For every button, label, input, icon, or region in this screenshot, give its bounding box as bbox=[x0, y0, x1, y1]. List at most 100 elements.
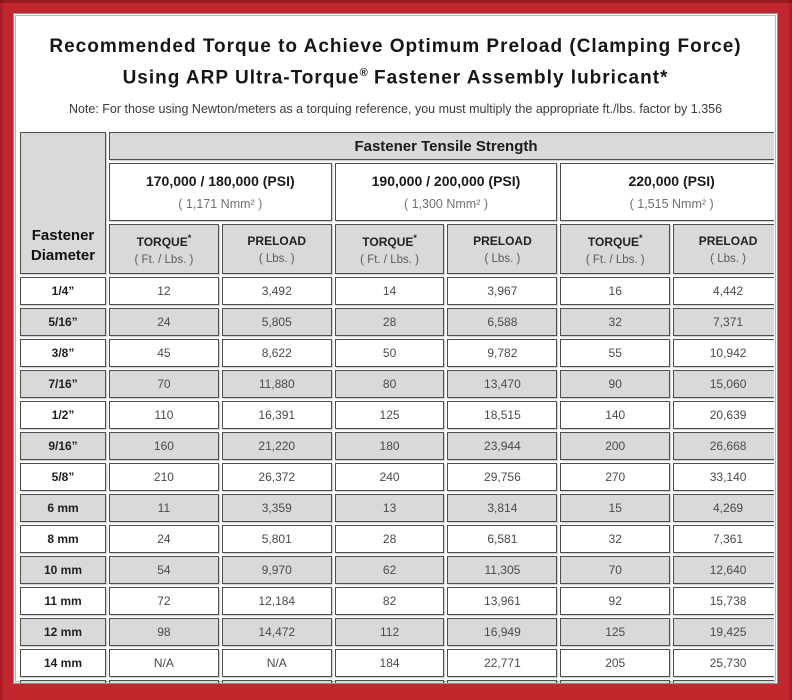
psi-group-170-180: 170,000 / 180,000 (PSI) ( 1,171 Nmm² ) bbox=[109, 163, 332, 222]
table-row: 12 mm 98 14,472 112 16,949 125 19,425 bbox=[20, 618, 774, 647]
value-cell: 12 bbox=[109, 277, 219, 306]
value-cell: 25,730 bbox=[673, 649, 774, 678]
table-row: 8 mm 24 5,801 28 6,581 32 7,361 bbox=[20, 525, 774, 554]
diameter-cell: 8 mm bbox=[20, 525, 106, 554]
torque-unit: ( Ft. / Lbs. ) bbox=[585, 253, 645, 266]
value-cell: 29,664 bbox=[447, 680, 558, 683]
value-cell: 110 bbox=[109, 401, 219, 430]
value-cell: 16,949 bbox=[447, 618, 558, 647]
corner-header-fastener-diameter: Fastener Diameter bbox=[20, 132, 106, 275]
title-line-1: Recommended Torque to Achieve Optimum Pr… bbox=[49, 36, 742, 57]
value-cell: 24 bbox=[109, 525, 219, 554]
preload-unit: ( Lbs. ) bbox=[258, 252, 295, 265]
diameter-cell: 11 mm bbox=[20, 587, 106, 616]
value-cell: 240 bbox=[334, 463, 445, 492]
value-cell: 90 bbox=[560, 370, 671, 399]
table-row: 5/16” 24 5,805 28 6,588 32 7,371 bbox=[20, 308, 774, 337]
table-row: 1/4” 12 3,492 14 3,967 16 4,442 bbox=[20, 277, 774, 306]
preload-subheader: PRELOAD ( Lbs. ) bbox=[447, 224, 558, 275]
table-row: 7/16” 70 11,880 80 13,470 90 15,060 bbox=[20, 370, 774, 399]
value-cell: 13,961 bbox=[447, 587, 558, 616]
table-row: 11 mm 72 12,184 82 13,961 92 15,738 bbox=[20, 587, 774, 616]
torque-unit: ( Ft. / Lbs. ) bbox=[134, 253, 194, 266]
value-cell: 112 bbox=[334, 618, 445, 647]
content-box: Recommended Torque to Achieve Optimum Pr… bbox=[13, 13, 778, 684]
value-cell: 270 bbox=[560, 463, 671, 492]
torque-asterisk: * bbox=[639, 232, 643, 243]
value-cell: 8,622 bbox=[221, 339, 332, 368]
value-cell: 9,782 bbox=[447, 339, 558, 368]
value-cell: 72 bbox=[109, 587, 219, 616]
registered-trademark-icon: ® bbox=[359, 67, 368, 79]
value-cell: 29,756 bbox=[447, 463, 558, 492]
page-title: Recommended Torque to Achieve Optimum Pr… bbox=[17, 33, 774, 91]
value-cell: 11,880 bbox=[221, 370, 332, 399]
value-cell: 3,814 bbox=[447, 494, 558, 523]
value-cell: 14,472 bbox=[221, 618, 332, 647]
value-cell: 4,269 bbox=[673, 494, 774, 523]
tensile-strength-row: Fastener Diameter Fastener Tensile Stren… bbox=[20, 132, 774, 275]
value-cell: 20,639 bbox=[673, 401, 774, 430]
value-cell: 21,220 bbox=[221, 432, 332, 461]
diameter-cell: 16 mm bbox=[20, 680, 106, 683]
diameter-cell: 10 mm bbox=[20, 556, 106, 585]
tensile-strength-header: Fastener Tensile Strength bbox=[109, 132, 774, 161]
value-cell: N/A bbox=[221, 649, 332, 678]
title-line-2-text: Using ARP Ultra-Torque bbox=[122, 67, 360, 89]
value-cell: 24 bbox=[109, 308, 219, 337]
note-text: Note: For those using Newton/meters as a… bbox=[68, 102, 723, 117]
value-cell: 200 bbox=[560, 432, 671, 461]
corner-header-line-1: Fastener bbox=[31, 227, 95, 245]
value-cell: 180 bbox=[334, 432, 445, 461]
title-line-2: Using ARP Ultra-Torque® Fastener Assembl… bbox=[17, 60, 774, 91]
table-row: 14 mm N/A N/A 184 22,771 205 25,730 bbox=[20, 649, 774, 678]
table-row: 16 mmN/AN/A24429,66427233,519 bbox=[20, 680, 774, 683]
torque-label-text: TORQUE bbox=[136, 234, 188, 249]
torque-asterisk: * bbox=[413, 232, 417, 243]
value-cell: 125 bbox=[334, 401, 445, 430]
value-cell: 184 bbox=[334, 649, 445, 678]
value-cell: 9,970 bbox=[221, 556, 332, 585]
nmm-value: ( 1,171 Nmm² ) bbox=[178, 197, 263, 212]
value-cell: 62 bbox=[334, 556, 445, 585]
value-cell: 28 bbox=[334, 308, 445, 337]
torque-label: TORQUE* bbox=[337, 233, 443, 249]
value-cell: 5,801 bbox=[221, 525, 332, 554]
value-cell: 16,391 bbox=[221, 401, 332, 430]
value-cell: 26,372 bbox=[221, 463, 332, 492]
psi-group-220: 220,000 (PSI) ( 1,515 Nmm² ) bbox=[560, 163, 774, 222]
psi-value: 170,000 / 180,000 (PSI) bbox=[145, 173, 295, 190]
title-line-2-suffix: Fastener Assembly lubricant* bbox=[367, 67, 669, 89]
value-cell: 80 bbox=[334, 370, 445, 399]
value-cell: N/A bbox=[109, 649, 219, 678]
value-cell: 160 bbox=[109, 432, 219, 461]
value-cell: 15 bbox=[560, 494, 671, 523]
value-cell: 244 bbox=[334, 680, 445, 683]
value-cell: 33,519 bbox=[673, 680, 774, 683]
value-cell: 98 bbox=[109, 618, 219, 647]
sub-header-row: TORQUE* ( Ft. / Lbs. ) PRELOAD ( Lbs. ) … bbox=[20, 224, 774, 275]
torque-label: TORQUE* bbox=[562, 233, 668, 249]
preload-unit: ( Lbs. ) bbox=[484, 252, 521, 265]
diameter-cell: 12 mm bbox=[20, 618, 106, 647]
value-cell: 14 bbox=[334, 277, 445, 306]
table-row: 3/8” 45 8,622 50 9,782 55 10,942 bbox=[20, 339, 774, 368]
diameter-cell: 1/4” bbox=[20, 277, 106, 306]
value-cell: 6,588 bbox=[447, 308, 558, 337]
value-cell: 45 bbox=[109, 339, 219, 368]
value-cell: 32 bbox=[560, 525, 671, 554]
preload-subheader: PRELOAD ( Lbs. ) bbox=[673, 224, 774, 275]
diameter-cell: 1/2” bbox=[20, 401, 106, 430]
value-cell: 3,359 bbox=[221, 494, 332, 523]
diameter-cell: 5/8” bbox=[20, 463, 106, 492]
value-cell: 140 bbox=[560, 401, 671, 430]
value-cell: 205 bbox=[560, 649, 671, 678]
preload-label: PRELOAD bbox=[698, 233, 758, 248]
torque-asterisk: * bbox=[187, 232, 192, 243]
preload-label: PRELOAD bbox=[247, 233, 307, 248]
value-cell: 4,442 bbox=[673, 277, 774, 306]
torque-label-text: TORQUE bbox=[362, 234, 414, 249]
value-cell: 18,515 bbox=[447, 401, 558, 430]
table-row: 1/2” 110 16,391 125 18,515 140 20,639 bbox=[20, 401, 774, 430]
